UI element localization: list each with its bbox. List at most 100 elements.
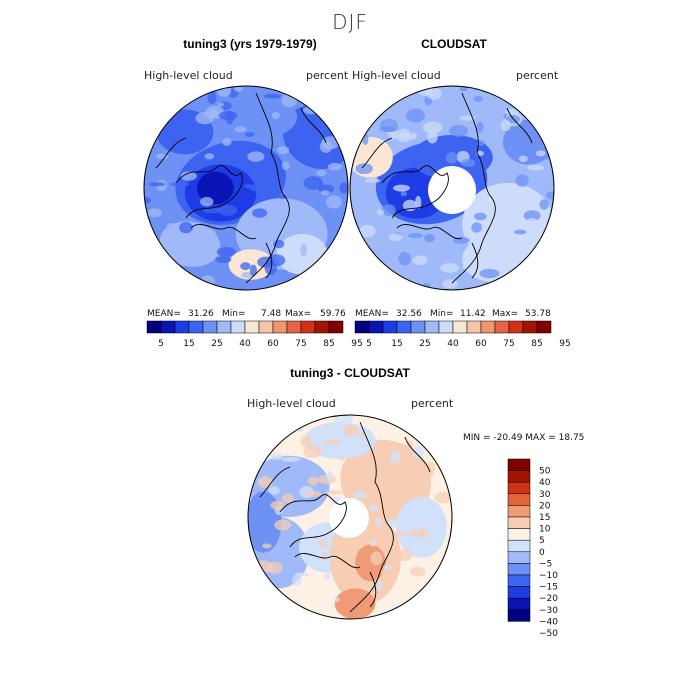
field-speckle [518,155,528,163]
panel1-colorbar-tick: 25 [211,339,222,349]
panel1-colorbar-swatch [328,320,344,334]
panel2-colorbar-swatch [354,320,370,334]
field-speckle [369,539,377,547]
field-speckle [268,486,280,495]
panel1-colorbar-tick: 40 [239,339,251,349]
field-speckle [179,222,193,234]
field-speckle [364,178,381,183]
field-speckle [318,540,328,549]
panel2-colorbar-swatch [396,320,412,334]
coastline [506,107,533,144]
field-speckle [326,470,333,482]
field-speckle [440,263,460,273]
panel3-colorbar-swatch [507,470,531,483]
field-speckle [442,279,458,289]
panel1-variable-label: High-level cloud [144,69,233,82]
field-speckle [306,150,316,161]
field-speckle [300,435,312,448]
field-speckle [410,132,417,140]
panel3-units-label: percent [411,397,454,410]
field-speckle [459,115,476,121]
field-speckle [252,208,268,218]
panel2-variable-label: High-level cloud [352,69,441,82]
field-speckle [281,203,302,210]
field-speckle [321,552,329,560]
field-speckle [525,218,538,228]
panel3-variable-label: High-level cloud [247,397,336,410]
panel3-colorbar-tick: 20 [539,501,551,511]
panel2-units-label: percent [516,69,559,82]
panel1-colorbar: 5 15 25 40 60 75 85 95 [146,320,363,349]
panel1-colorbar-swatch [160,320,176,334]
panel1-colorbar-swatch [174,320,190,334]
field-speckle [412,445,424,459]
panel3-colorbar-swatch [507,516,531,529]
panel2-colorbar-swatch [508,320,524,334]
panel1-colorbar-tick: 5 [158,339,164,349]
field-speckle [216,102,225,107]
panel2-max-value: 53.78 [525,309,551,319]
panel2-colorbar-tick: 40 [447,339,459,349]
panel2-colorbar-tick: 75 [503,339,514,349]
panel2-colorbar-tick: 15 [391,339,402,349]
field-speckle [523,210,541,221]
panel2-colorbar-swatch [466,320,482,334]
field-speckle [149,182,166,187]
panel2-colorbar-tick: 5 [366,339,372,349]
panel3-colorbar-tick: −30 [539,606,558,616]
panel1-colorbar-swatch [230,320,246,334]
field-speckle [324,573,331,580]
field-speckle [343,424,359,436]
panel3-colorbar-swatch [507,481,531,495]
field-speckle [393,531,407,537]
panel2-colorbar-swatch [410,320,426,334]
field-speckle [234,126,247,133]
field-speckle [166,223,178,232]
panel1-max-value: 59.76 [320,309,346,319]
field-speckle [459,86,468,92]
field-speckle [500,119,511,132]
panel3-colorbar-swatch [507,574,531,587]
field-speckle [409,468,426,477]
panel2-colorbar-tick: 60 [475,339,487,349]
field-speckle [325,490,345,495]
panel1-colorbar-swatch [146,320,162,334]
panel3-colorbar-tick: −50 [539,629,558,639]
field-speckle [515,174,529,187]
coastline [190,224,257,240]
panel3-colorbar-swatch [507,528,531,541]
panel3-colorbar-tick: −15 [539,583,558,593]
field-speckle [389,450,401,464]
field-speckle [397,548,413,562]
field-speckle [333,597,340,603]
panel1-colorbar-swatch [188,320,204,334]
field-speckle [376,209,384,216]
field-speckle [381,568,392,577]
field-speckle [449,124,468,137]
coastline [155,137,187,169]
field-speckle [305,490,322,498]
panel1-colorbar-tick: 60 [267,339,279,349]
panel1-min-value: 7.48 [261,309,282,319]
panel3-colorbar-tick: 15 [539,513,550,523]
field-speckle [204,153,215,160]
field-speckle [282,493,294,503]
field-speckle [215,256,232,264]
coastline [369,571,377,608]
coastline [381,165,449,219]
field-speckle [359,432,366,438]
field-speckle [300,243,307,257]
field-speckle [521,193,537,206]
field-speckle [497,234,504,244]
field-speckle [218,110,238,121]
field-contour [197,171,234,205]
field-speckle [243,184,256,189]
panel2-missing-pole [428,166,476,214]
field-speckle [218,204,238,216]
field-speckle [476,121,484,133]
field-speckle [225,145,241,150]
field-speckle [388,518,408,529]
panel3-colorbar-tick: 30 [539,490,551,500]
field-speckle [338,455,345,461]
